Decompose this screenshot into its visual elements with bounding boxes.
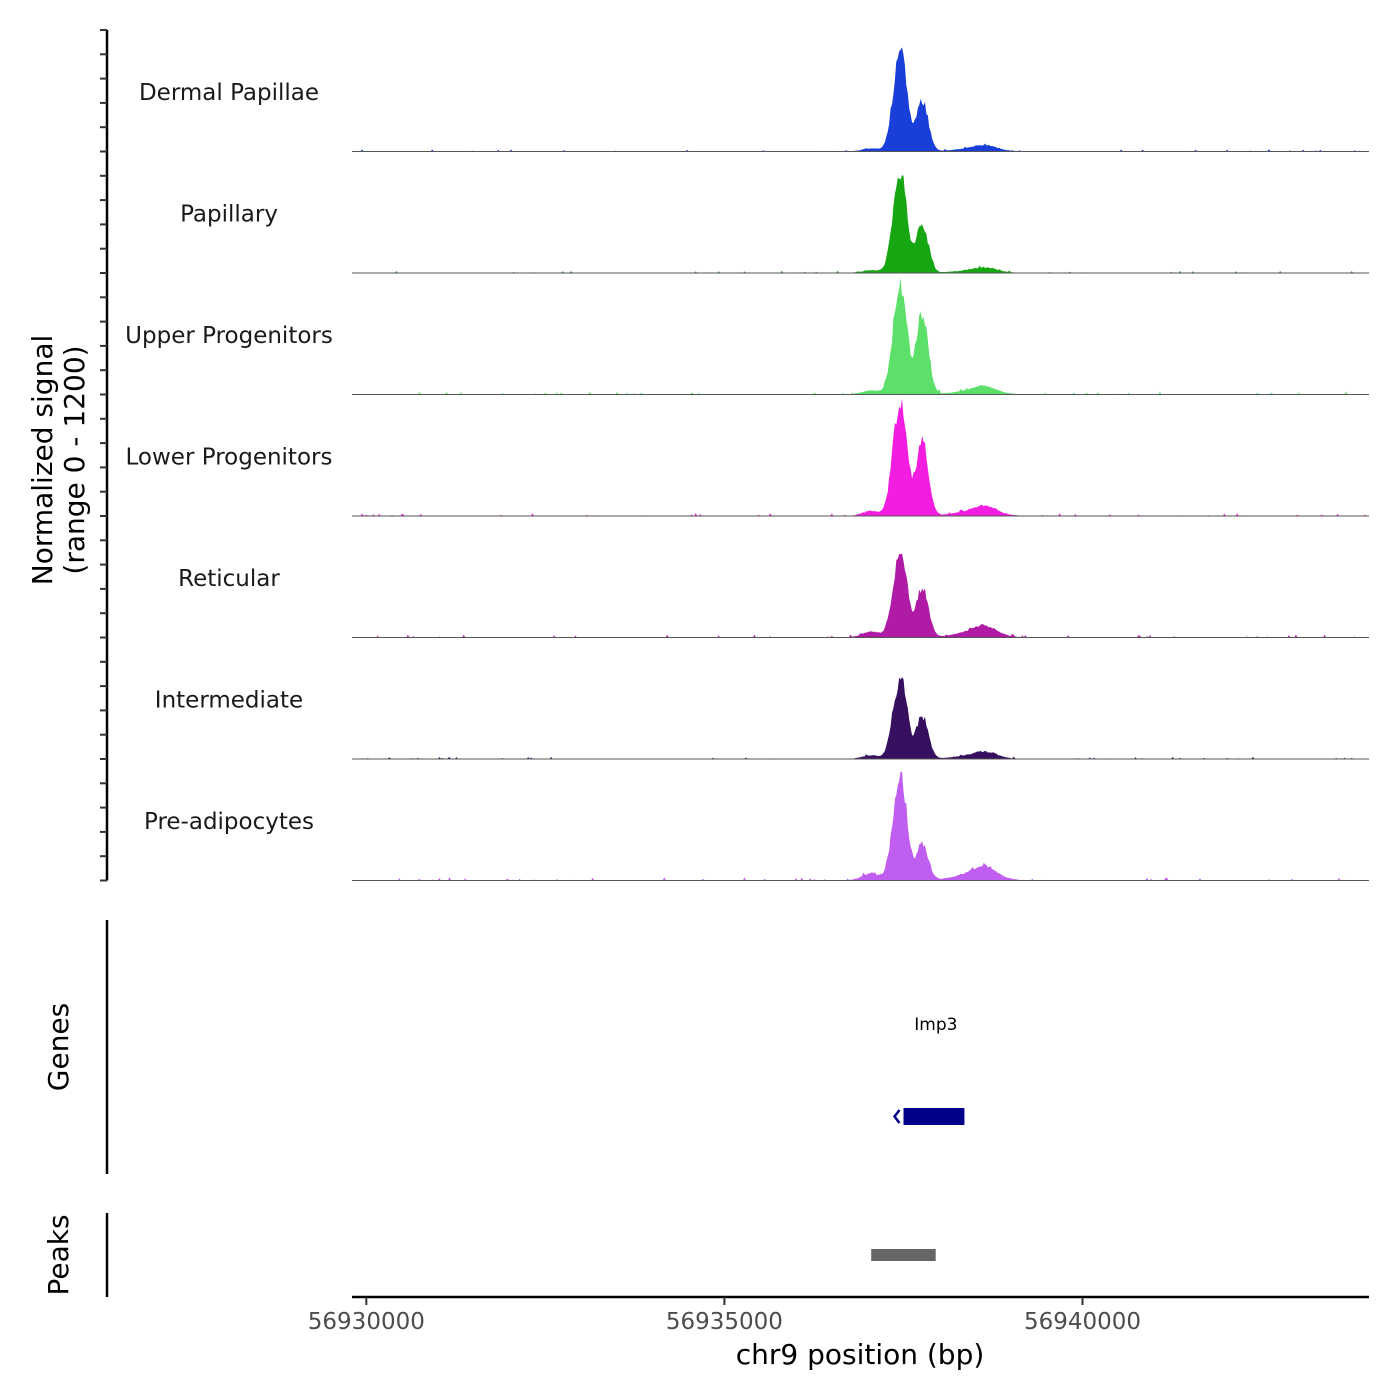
coverage-track-reticular: Reticular bbox=[178, 553, 1369, 638]
y-axis-range-label: (range 0 - 1200) bbox=[58, 345, 91, 574]
coverage-y-axis bbox=[100, 29, 109, 882]
track-label: Lower Progenitors bbox=[126, 445, 333, 471]
genes-track-title: Genes bbox=[42, 1003, 75, 1091]
gene-models: Imp3 bbox=[892, 1015, 965, 1125]
track-label: Dermal Papillae bbox=[139, 80, 319, 106]
peak-region bbox=[871, 1249, 936, 1261]
peaks-track: Peaks bbox=[42, 1213, 936, 1297]
track-label: Reticular bbox=[178, 566, 280, 592]
x-tick-label: 56935000 bbox=[666, 1309, 783, 1335]
peaks-track-title: Peaks bbox=[42, 1214, 75, 1295]
coverage-area bbox=[352, 677, 1369, 759]
coverage-track-papillary: Papillary bbox=[180, 175, 1369, 274]
gene-body-imp3 bbox=[903, 1108, 965, 1125]
x-tick-label: 56930000 bbox=[308, 1309, 425, 1335]
coverage-area bbox=[352, 277, 1369, 395]
coverage-area bbox=[352, 398, 1369, 516]
x-tick-label: 56940000 bbox=[1024, 1309, 1141, 1335]
x-axis-title: chr9 position (bp) bbox=[736, 1338, 985, 1371]
coverage-area bbox=[352, 771, 1369, 881]
genes-track: Genes Imp3 bbox=[42, 920, 965, 1174]
coverage-track-upper-progenitors: Upper Progenitors bbox=[125, 277, 1369, 395]
coverage-track-dermal-papillae: Dermal Papillae bbox=[139, 47, 1369, 152]
track-label: Intermediate bbox=[155, 688, 303, 714]
track-label: Papillary bbox=[180, 202, 278, 228]
coverage-area bbox=[352, 47, 1369, 152]
coverage-area bbox=[352, 175, 1369, 273]
gene-label-imp3: Imp3 bbox=[914, 1015, 957, 1035]
coverage-track-intermediate: Intermediate bbox=[155, 677, 1369, 760]
x-axis: 56930000 56935000 56940000 chr9 position (… bbox=[308, 1295, 1369, 1371]
track-label: Upper Progenitors bbox=[125, 323, 333, 349]
coverage-track-pre-adipocytes: Pre-adipocytes bbox=[144, 771, 1369, 881]
coverage-track-lower-progenitors: Lower Progenitors bbox=[126, 398, 1369, 517]
gene-strand-arrow-icon bbox=[892, 1109, 901, 1124]
track-label: Pre-adipocytes bbox=[144, 809, 314, 835]
coverage-area bbox=[352, 553, 1369, 638]
coverage-tracks: Dermal Papillae Papillary Upper Progenitor… bbox=[125, 47, 1369, 881]
y-axis-title: Normalized signal bbox=[26, 335, 59, 586]
